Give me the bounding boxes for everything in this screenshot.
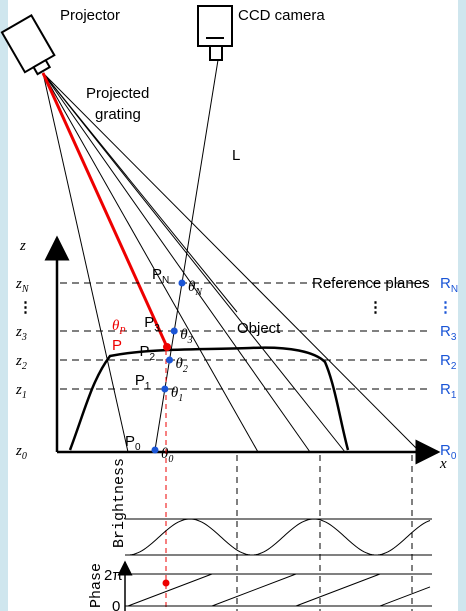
red-theta-label-sub: P [118, 326, 125, 337]
theta-label-sub: N [194, 287, 203, 298]
ellipsis: ⋮ [438, 299, 453, 316]
grating-label: grating [95, 106, 141, 123]
line-label: L [232, 147, 240, 164]
brightness-label: Brightness [111, 458, 128, 548]
r-label-base: R [440, 352, 451, 369]
theta-label-sub: 1 [178, 393, 183, 404]
z-label-sub: 1 [22, 390, 27, 401]
r-label-sub: 3 [451, 332, 457, 343]
ellipsis: ⋮ [368, 299, 383, 316]
point-dot [166, 357, 173, 364]
two-pi-label: 2π [104, 567, 123, 584]
z-label-sub: 2 [22, 361, 27, 372]
z-axis-label: z [19, 238, 26, 254]
r-label-base: R [440, 275, 451, 292]
point-label-sub: 3 [154, 323, 160, 334]
point-label-base: P [125, 433, 135, 450]
object-label: Object [237, 320, 281, 337]
r-label-sub: 2 [451, 361, 457, 372]
point-label-base: P [152, 266, 162, 283]
r-label-sub: 1 [451, 390, 457, 401]
theta-label-sub: 2 [183, 364, 188, 375]
page: Projector CCD camera Projected grating L… [0, 0, 466, 611]
point-label-sub: 0 [135, 442, 141, 453]
r-label-base: R [440, 381, 451, 398]
point-label-base: P [140, 343, 150, 360]
r-label-base: R [440, 323, 451, 340]
point-label-base: P [144, 314, 154, 331]
point-label-sub: 1 [145, 381, 151, 392]
z-label-sub: 0 [22, 451, 27, 462]
r-label-sub: N [451, 284, 458, 295]
point-label-base: P [135, 372, 145, 389]
theta-label-sub: 3 [187, 335, 193, 346]
red-point-label: P [112, 337, 122, 354]
r-label-base: R [440, 442, 451, 459]
projector-label: Projector [60, 7, 120, 24]
point-label-sub: 2 [150, 352, 156, 363]
point-dot [152, 447, 159, 454]
grating-label: Projected [86, 85, 149, 102]
theta-label-sub: 0 [168, 454, 173, 465]
r-label-sub: 0 [451, 451, 457, 462]
z-label-sub: 3 [21, 332, 27, 343]
diagram: Projector CCD camera Projected grating L… [0, 0, 466, 611]
point-dot [178, 280, 185, 287]
red-dot [163, 580, 170, 587]
ellipsis: ⋮ [18, 299, 33, 316]
z-label-sub: N [21, 284, 30, 295]
point-dot [171, 328, 178, 335]
red-point-dot [163, 343, 171, 351]
point-dot [161, 386, 168, 393]
camera-label: CCD camera [238, 7, 325, 24]
zero-label: 0 [112, 598, 120, 611]
point-label-sub: N [162, 275, 169, 286]
phase-label: Phase [88, 563, 105, 608]
